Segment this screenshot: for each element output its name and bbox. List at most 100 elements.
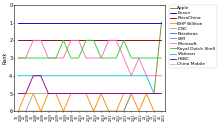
Royal Dutch Shell	[145, 57, 148, 59]
Apple	[145, 93, 148, 94]
IBM	[70, 110, 72, 112]
Royal Dutch Shell	[39, 57, 42, 59]
Y-axis label: Rank: Rank	[3, 52, 8, 64]
Royal Dutch Shell	[62, 40, 65, 41]
IBM	[92, 110, 95, 112]
Microsoft	[70, 40, 72, 41]
IBM	[160, 110, 163, 112]
Royal Dutch Shell	[77, 57, 80, 59]
Exxon	[77, 22, 80, 23]
Walmart	[138, 75, 140, 77]
PetroChina	[62, 40, 65, 41]
China Mobile	[115, 110, 117, 112]
China Mobile	[62, 110, 65, 112]
Microsoft	[77, 40, 80, 41]
China Mobile	[47, 110, 50, 112]
HSBC	[85, 93, 87, 94]
Microsoft	[55, 57, 57, 59]
Line: HSBC: HSBC	[18, 76, 161, 93]
Apple	[130, 93, 133, 94]
China Mobile	[153, 110, 155, 112]
China Mobile	[17, 110, 19, 112]
Apple	[107, 110, 110, 112]
IBM	[85, 110, 87, 112]
Line: Microsoft: Microsoft	[18, 40, 161, 76]
Petrobras	[123, 110, 125, 112]
Apple	[62, 110, 65, 112]
IBM	[153, 110, 155, 112]
Royal Dutch Shell	[55, 57, 57, 59]
Royal Dutch Shell	[100, 57, 103, 59]
BHP Billiton	[100, 93, 103, 94]
Petrobras	[107, 110, 110, 112]
PetroChina	[145, 40, 148, 41]
IBM	[107, 110, 110, 112]
IBM	[17, 110, 19, 112]
China Mobile	[100, 110, 103, 112]
Walmart	[77, 75, 80, 77]
Exxon	[39, 22, 42, 23]
PetroChina	[130, 40, 133, 41]
ICBC	[130, 93, 133, 94]
PetroChina	[47, 40, 50, 41]
ICBC	[47, 93, 50, 94]
Petrobras	[77, 110, 80, 112]
Apple	[123, 110, 125, 112]
Exxon	[100, 22, 103, 23]
BHP Billiton	[123, 93, 125, 94]
ICBC	[153, 93, 155, 94]
HSBC	[130, 93, 133, 94]
HSBC	[70, 93, 72, 94]
Walmart	[47, 75, 50, 77]
PetroChina	[17, 40, 19, 41]
Microsoft	[39, 40, 42, 41]
BHP Billiton	[145, 93, 148, 94]
ICBC	[55, 93, 57, 94]
ICBC	[100, 93, 103, 94]
Exxon	[138, 22, 140, 23]
Petrobras	[32, 110, 35, 112]
Apple	[100, 110, 103, 112]
Petrobras	[70, 110, 72, 112]
Royal Dutch Shell	[47, 57, 50, 59]
Royal Dutch Shell	[17, 57, 19, 59]
Microsoft	[100, 57, 103, 59]
Exxon	[85, 22, 87, 23]
Walmart	[32, 75, 35, 77]
Royal Dutch Shell	[107, 57, 110, 59]
Line: ICBC: ICBC	[18, 93, 161, 111]
PetroChina	[70, 40, 72, 41]
PetroChina	[77, 40, 80, 41]
Exxon	[123, 22, 125, 23]
Petrobras	[160, 110, 163, 112]
ICBC	[145, 93, 148, 94]
Walmart	[62, 75, 65, 77]
Petrobras	[39, 110, 42, 112]
China Mobile	[145, 110, 148, 112]
Walmart	[17, 75, 19, 77]
China Mobile	[77, 110, 80, 112]
IBM	[55, 110, 57, 112]
BHP Billiton	[130, 93, 133, 94]
HSBC	[160, 93, 163, 94]
China Mobile	[92, 110, 95, 112]
Microsoft	[24, 57, 27, 59]
China Mobile	[24, 110, 27, 112]
HSBC	[17, 93, 19, 94]
Microsoft	[107, 40, 110, 41]
PetroChina	[24, 40, 27, 41]
Petrobras	[138, 110, 140, 112]
Walmart	[70, 75, 72, 77]
Walmart	[160, 93, 163, 94]
Walmart	[145, 75, 148, 77]
Petrobras	[47, 110, 50, 112]
China Mobile	[123, 110, 125, 112]
Line: Apple: Apple	[18, 23, 161, 111]
BHP Billiton	[153, 110, 155, 112]
Exxon	[145, 22, 148, 23]
BHP Billiton	[138, 110, 140, 112]
PetroChina	[107, 40, 110, 41]
Petrobras	[130, 110, 133, 112]
Apple	[85, 110, 87, 112]
ICBC	[160, 93, 163, 94]
